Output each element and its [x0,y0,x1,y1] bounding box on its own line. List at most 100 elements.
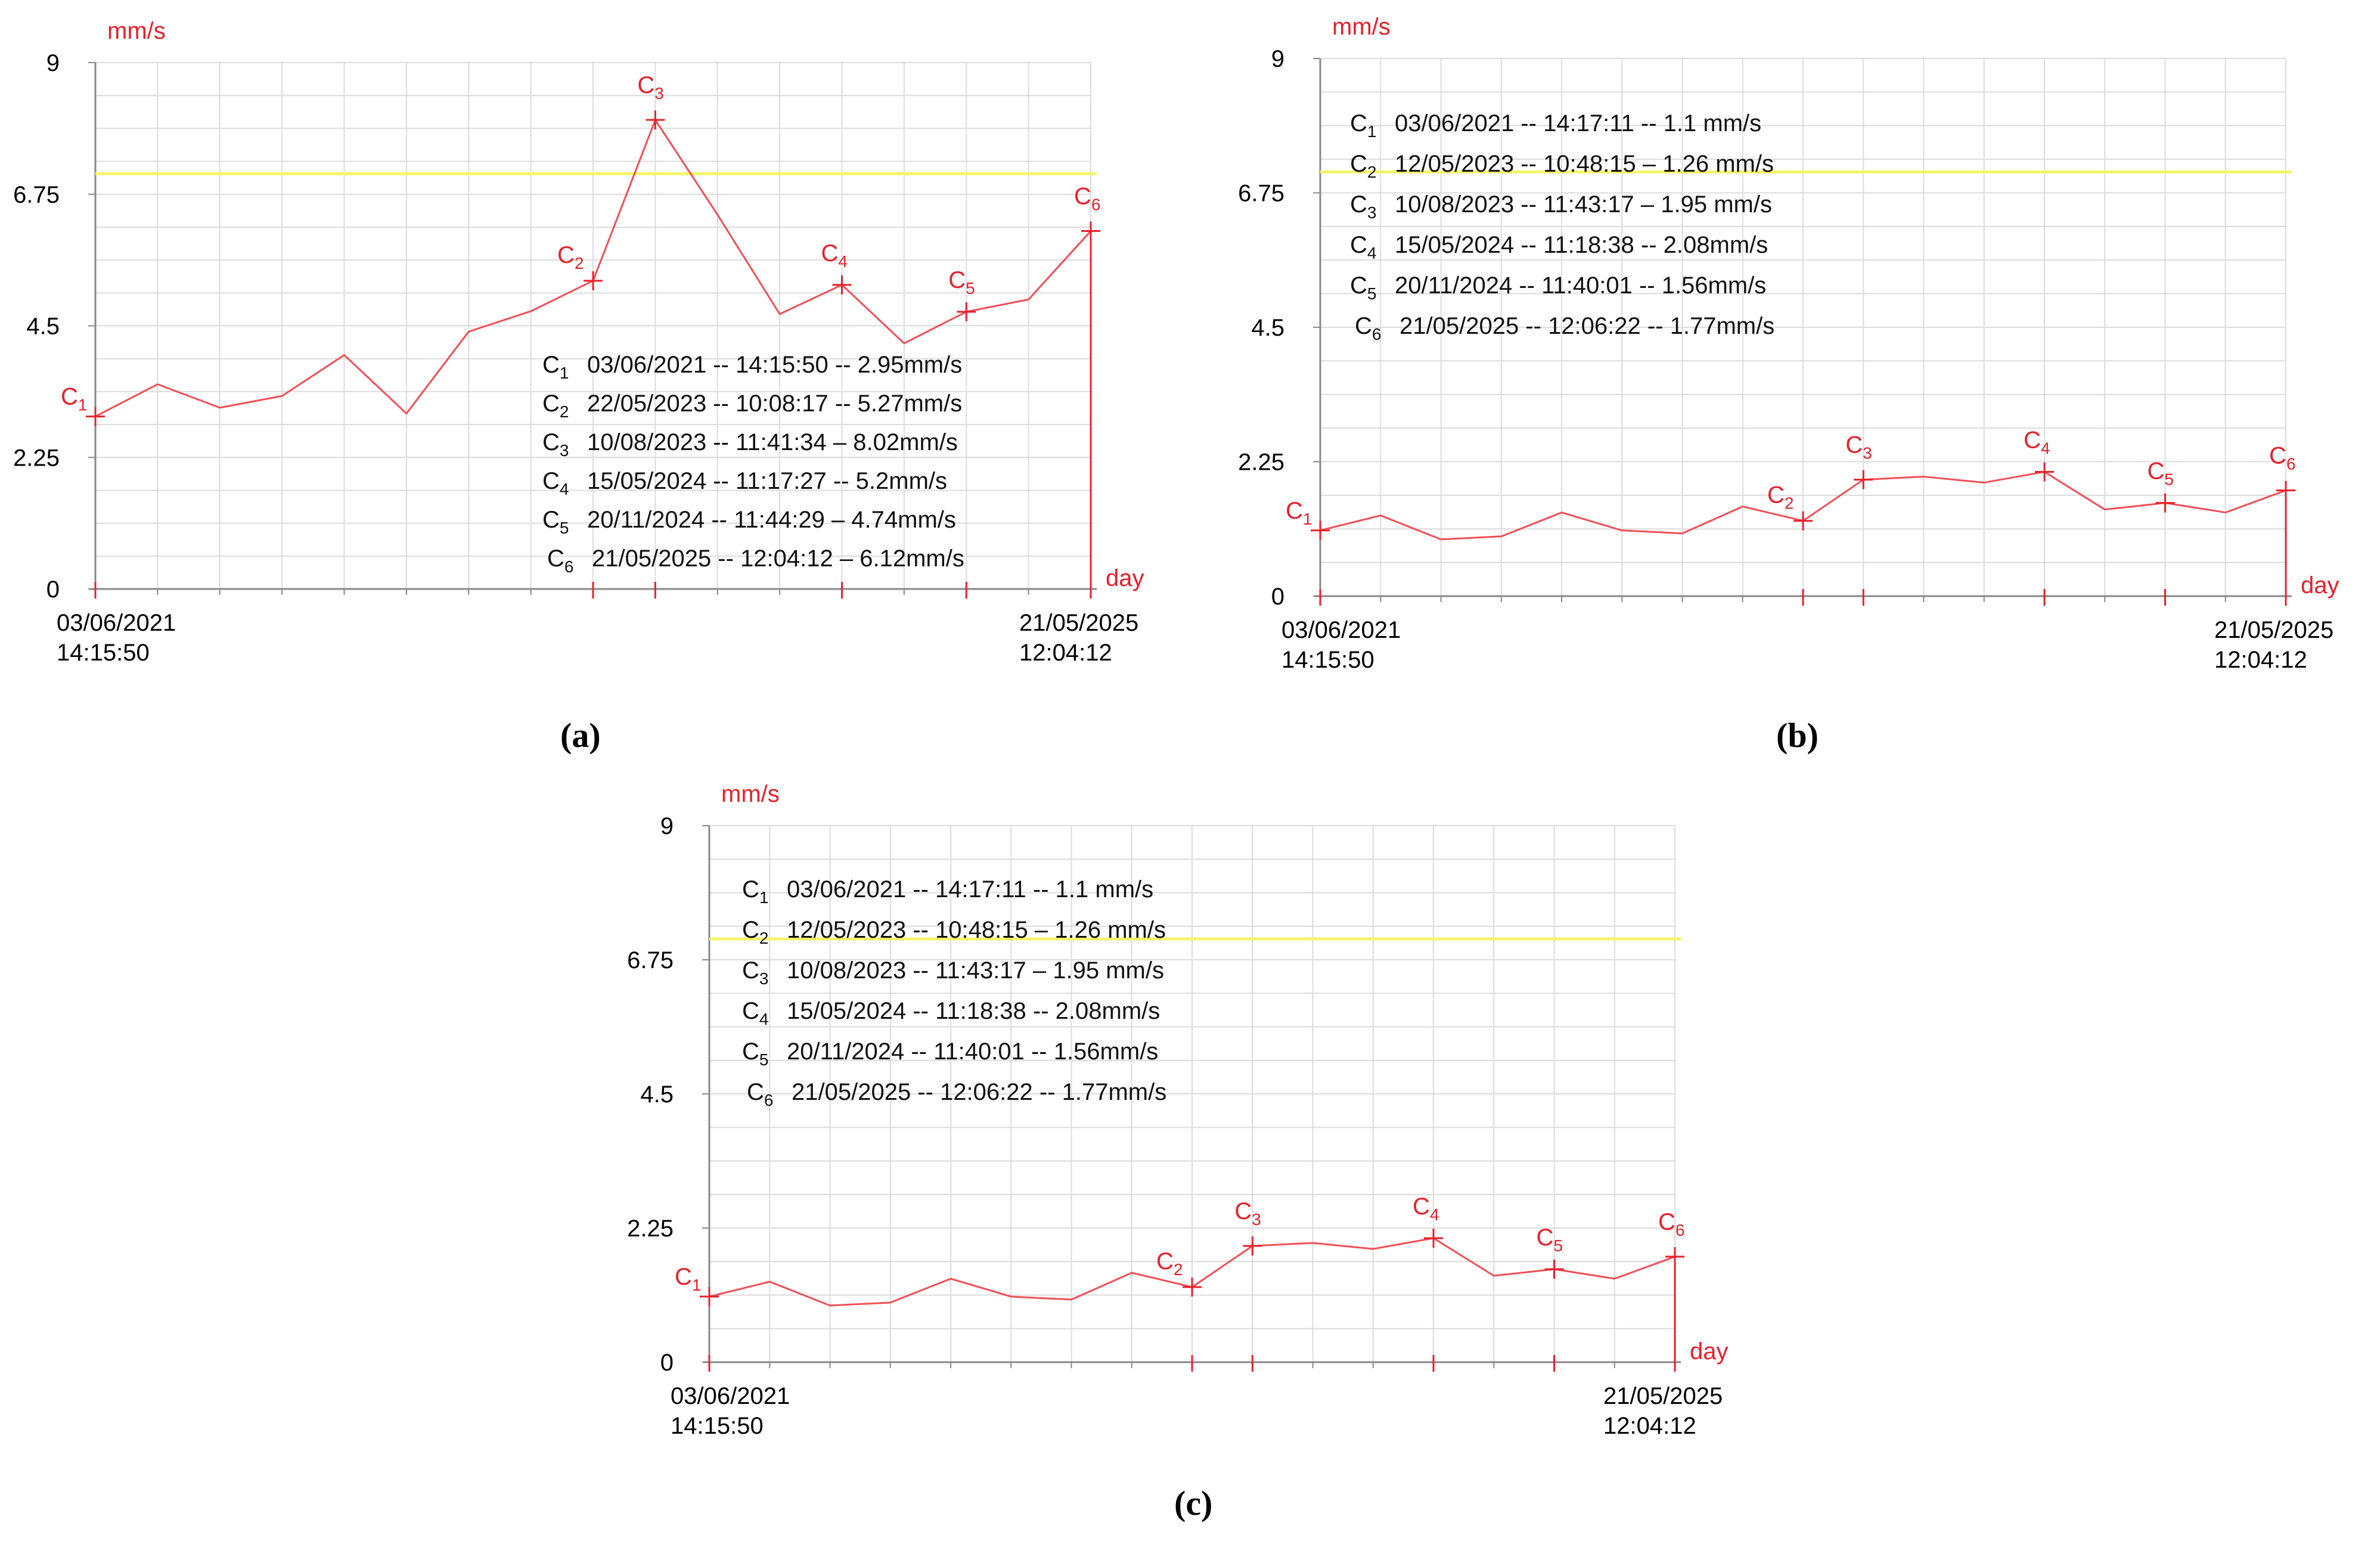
legend-entry: C1 03/06/2021 -- 14:17:11 -- 1.1 mm/s [1350,110,1761,141]
legend-entry-name: C1 [742,876,768,907]
legend-entry-name: C6 [747,1079,773,1109]
legend-entry-sub: 5 [560,519,569,537]
legend-entry-text: 20/11/2024 -- 11:40:01 -- 1.56mm/s [787,1038,1158,1065]
checkpoint-label: C1 [1286,498,1312,528]
y-tick-label: 2.25 [13,445,60,471]
y-tick-label: 6.75 [627,947,674,973]
checkpoint-marker [1544,1260,1564,1372]
legend-entry-sub: 2 [759,929,769,947]
legend-entry: C4 15/05/2024 -- 11:17:27 -- 5.2mm/s [542,468,947,498]
legend-entry-name: C1 [1350,110,1376,141]
checkpoint-label-sub: 2 [1785,494,1794,513]
legend-entry-sub: 3 [1367,203,1377,222]
legend-entry-name: C6 [547,545,573,576]
y-tick-label: 4.5 [26,314,60,340]
legend-entry-name: C5 [542,507,569,537]
y-axis-unit: mm/s [1332,14,1391,40]
y-tick-label: 2.25 [627,1216,674,1242]
legend-entry-sub: 2 [560,402,569,421]
legend-entry-text: 20/11/2024 -- 11:44:29 – 4.74mm/s [587,507,956,533]
checkpoint-label-sub: 1 [78,396,88,414]
legend-entry-sub: 6 [1372,325,1382,343]
legend-entry-name: C6 [1355,313,1381,343]
checkpoint-marker [1854,470,1873,606]
checkpoint-label-sub: 2 [575,254,584,272]
x-axis-label: day [2301,572,2339,599]
checkpoint-label: C1 [61,384,87,414]
legend-entry-text: 10/08/2023 -- 11:41:34 – 8.02mm/s [587,429,958,455]
legend-entry-text: 22/05/2023 -- 10:08:17 -- 5.27mm/s [587,390,962,417]
legend-entry: C3 10/08/2023 -- 11:43:17 – 1.95 mm/s [1350,191,1772,222]
legend-entry-text: 12/05/2023 -- 10:48:15 – 1.26 mm/s [1395,151,1774,177]
x-end-label: 21/05/2025 [2214,617,2334,643]
checkpoint-marker [2035,462,2054,606]
legend-entry-sub: 1 [560,364,569,382]
y-tick-label: 0 [660,1350,674,1376]
legend-entry-text: 15/05/2024 -- 11:18:38 -- 2.08mm/s [787,998,1160,1024]
legend-entry-text: 20/11/2024 -- 11:40:01 -- 1.56mm/s [1395,272,1766,299]
checkpoint-marker [700,1287,719,1372]
legend-entry: C6 21/05/2025 -- 12:06:22 -- 1.77mm/s [1355,313,1774,343]
checkpoint-marker [1183,1278,1202,1372]
x-start-label: 03/06/2021 [1281,617,1401,643]
checkpoint-label-sub: 4 [1430,1205,1439,1224]
y-tick-label: 0 [46,576,60,603]
y-tick-label: 9 [660,813,674,839]
panel-label-c: (c) [1174,1484,1213,1523]
checkpoint-label-sub: 5 [1553,1236,1563,1255]
y-tick-label: 4.5 [1251,315,1284,341]
x-end-label: 21/05/2025 [1019,610,1138,636]
x-axis-label: day [1106,565,1144,591]
legend-entry-text: 21/05/2025 -- 12:06:22 -- 1.77mm/s [792,1079,1166,1105]
checkpoint-label: C6 [1074,184,1100,214]
legend-entry-name: C3 [542,429,569,460]
legend-entry: C5 20/11/2024 -- 11:40:01 -- 1.56mm/s [1350,272,1766,303]
legend-entry-sub: 6 [564,557,574,576]
legend-entry-text: 12/05/2023 -- 10:48:15 – 1.26 mm/s [787,917,1166,943]
checkpoint-label: C4 [821,240,848,271]
x-end-label: 21/05/2025 [1603,1383,1723,1409]
x-start-label: 14:15:50 [57,640,150,666]
checkpoint-marker [832,275,852,599]
legend-entry-text: 03/06/2021 -- 14:17:11 -- 1.1 mm/s [1395,110,1761,137]
y-tick-label: 9 [46,50,60,76]
legend-entry-text: 03/06/2021 -- 14:15:50 -- 2.95mm/s [587,352,962,378]
checkpoint-label-sub: 1 [692,1276,702,1294]
checkpoint-marker [1424,1229,1443,1372]
checkpoint-label: C3 [1234,1198,1261,1229]
checkpoint-label: C3 [637,72,663,103]
checkpoint-label-sub: 1 [1303,510,1312,528]
x-end-label: 12:04:12 [1603,1413,1696,1439]
legend-entry-name: C5 [1350,272,1376,303]
legend-entry-sub: 6 [764,1091,774,1109]
legend-entry-name: C4 [542,468,569,498]
legend-entry-text: 21/05/2025 -- 12:04:12 – 6.12mm/s [592,545,964,572]
legend-entry-name: C2 [542,390,569,421]
legend-entry: C5 20/11/2024 -- 11:40:01 -- 1.56mm/s [742,1038,1158,1069]
legend-entry-sub: 5 [1367,284,1377,303]
chart-panel-a: 0 2.25 4.5 6.75 9 mm/s C1 C2 C3 C4 C5 C6 day 03/06/20… [13,18,1144,666]
x-start-label: 03/06/2021 [671,1383,790,1409]
checkpoint-marker [2155,493,2175,606]
legend-entry-text: 21/05/2025 -- 12:06:22 -- 1.77mm/s [1400,313,1774,339]
legend-entry-sub: 4 [560,480,569,498]
chart-panel-b: 0 2.25 4.5 6.75 9 mm/s C1 C2 C3 C4 C5 C6 day 03/06/20… [1238,14,2339,673]
legend-entry: C5 20/11/2024 -- 11:44:29 – 4.74mm/s [542,507,956,537]
panel-label-b: (b) [1776,716,1819,755]
checkpoint-label: C5 [948,267,975,297]
checkpoint-label: C2 [1767,482,1793,513]
legend-entry: C2 22/05/2023 -- 10:08:17 -- 5.27mm/s [542,390,962,421]
checkpoint-label-sub: 3 [1863,444,1872,463]
legend-entry: C1 03/06/2021 -- 14:17:11 -- 1.1 mm/s [742,876,1153,907]
checkpoint-label: C5 [2148,458,2174,489]
legend-entry-name: C5 [742,1038,768,1069]
y-tick-label: 0 [1271,584,1284,610]
checkpoint-marker [1793,511,1813,606]
legend-entry: C2 12/05/2023 -- 10:48:15 – 1.26 mm/s [742,917,1166,947]
checkpoint-label: C4 [2024,427,2050,458]
checkpoint-marker [1243,1236,1262,1372]
y-tick-label: 9 [1271,46,1284,72]
legend-entry-text: 03/06/2021 -- 14:17:11 -- 1.1 mm/s [787,876,1153,903]
legend-entry-sub: 5 [759,1050,769,1069]
legend-entry-sub: 3 [560,441,569,460]
